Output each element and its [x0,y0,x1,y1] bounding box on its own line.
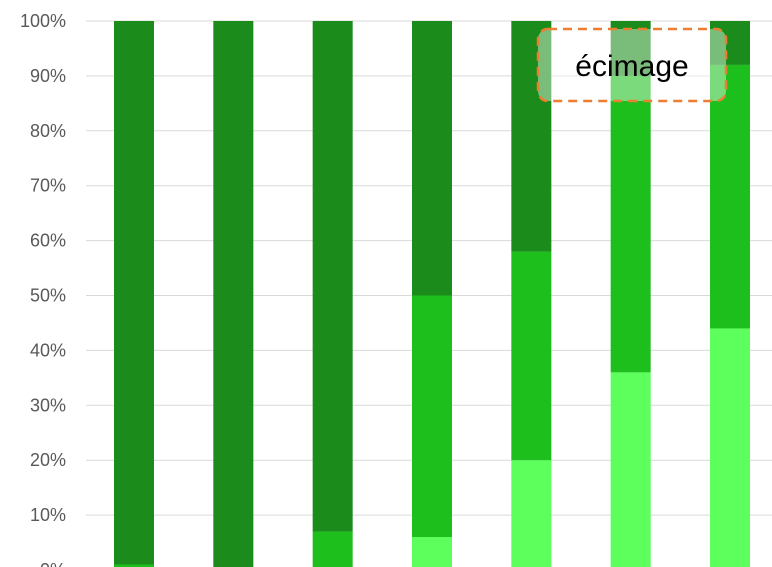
y-tick-label: 20% [30,450,66,470]
annotation: écimage [536,27,728,103]
bar-segment-series-1 [610,372,651,567]
y-tick-label: 10% [30,505,66,525]
bar-segment-series-1 [710,328,750,567]
bar-segment-series-3 [312,21,353,532]
y-tick-label: 60% [30,231,66,251]
bar-segment-series-2 [511,251,552,461]
y-tick-label: 30% [30,395,66,415]
y-axis: 0% 10% 20% 30% 40% 50% 60% 70% 80% 90% 100% [20,11,66,567]
bar-segment-series-2 [610,75,651,373]
y-tick-label: 80% [30,121,66,141]
bar-segment-series-1 [412,537,452,567]
annotation-label: écimage [575,50,688,83]
y-tick-label: 40% [30,340,66,360]
bar-segment-series-3 [213,21,254,567]
bar-segment-series-3 [412,21,452,296]
bar-segment-series-3 [511,21,552,252]
bars [114,21,750,567]
bar-segment-series-1 [511,460,552,567]
bar-segment-series-3 [114,21,154,565]
y-tick-label: 50% [30,286,66,306]
bar-segment-series-2 [312,531,353,567]
y-tick-label: 70% [30,176,66,196]
bar-segment-series-2 [710,64,750,329]
bar-segment-series-2 [114,564,154,567]
y-tick-label: 0% [40,560,66,567]
bar-segment-series-2 [412,295,452,538]
y-tick-label: 90% [30,66,66,86]
y-tick-label: 100% [20,11,66,31]
annotation-box [536,27,728,103]
